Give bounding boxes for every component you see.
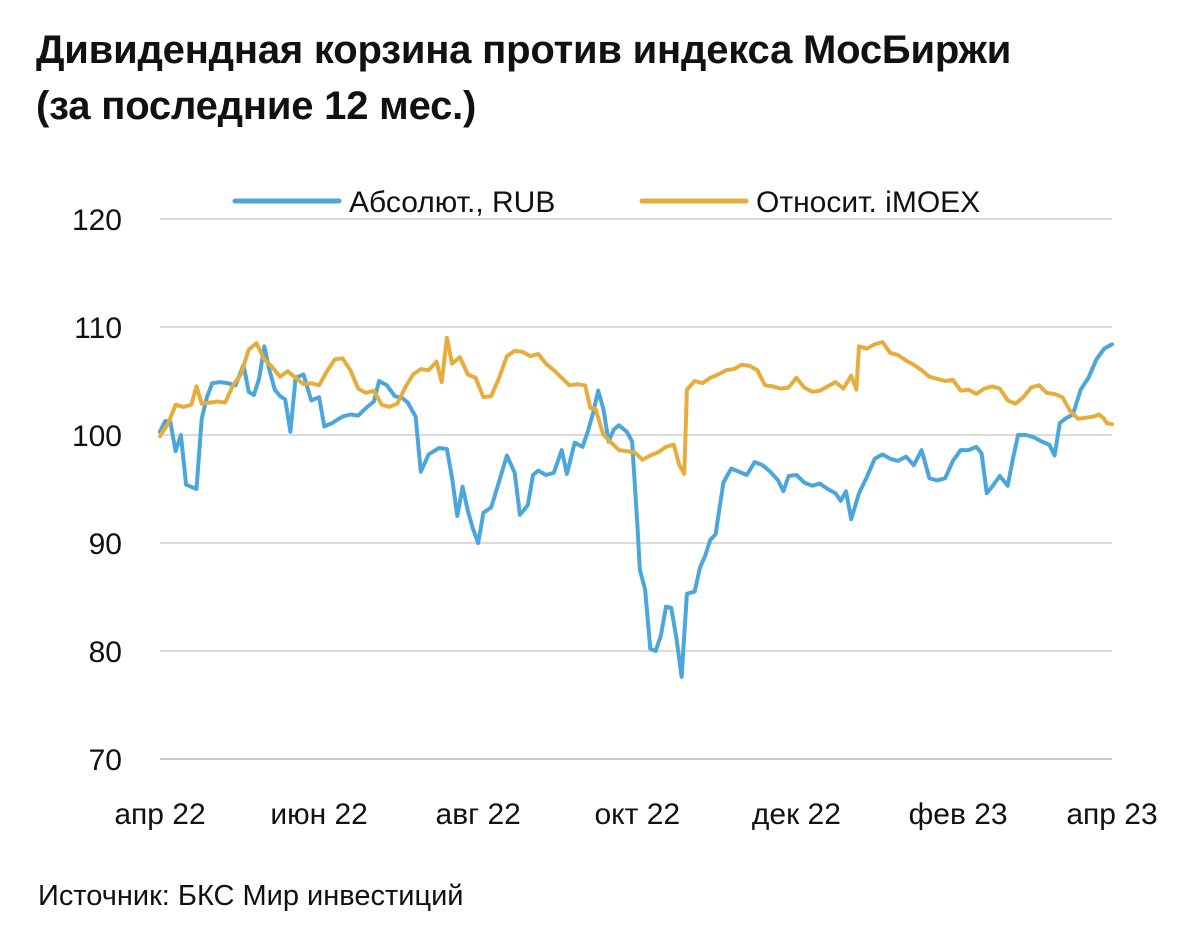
- series-line-1: [158, 342, 1114, 679]
- legend-label-2: Относит. iMOEX: [756, 186, 980, 219]
- chart-title-line-2: (за последние 12 мес.): [36, 84, 477, 128]
- series-line-2: [158, 335, 1114, 476]
- legend: Абсолют., RUB Относит. iMOEX: [232, 186, 980, 219]
- y-axis: 70 80 90 100 110 120: [72, 204, 122, 777]
- series-layer: [158, 335, 1114, 679]
- y-tick-label: 110: [74, 312, 122, 345]
- x-tick-label: авг 22: [436, 798, 521, 831]
- y-tick-label: 80: [89, 636, 122, 669]
- y-tick-label: 70: [89, 744, 122, 777]
- x-axis: апр 22 июн 22 авг 22 окт 22 дек 22 фев 23 апр …: [114, 798, 1157, 831]
- grid-layer: [160, 218, 1112, 760]
- line-chart: 70 80 90 100 110 120 апр 22 июн 22 авг 22 окт 22…: [72, 186, 1158, 831]
- y-tick-label: 90: [89, 528, 122, 561]
- x-tick-label: фев 23: [909, 798, 1008, 831]
- chart-title-line-1: Дивидендная корзина против индекса МосБи…: [36, 28, 1012, 72]
- y-tick-label: 100: [72, 420, 122, 453]
- x-tick-label: дек 22: [752, 798, 841, 831]
- x-tick-label: апр 22: [114, 798, 205, 831]
- x-tick-label: апр 23: [1066, 798, 1157, 831]
- chart-title: Дивидендная корзина против индекса МосБи…: [36, 22, 1176, 134]
- x-tick-label: окт 22: [595, 798, 681, 831]
- x-tick-label: июн 22: [270, 798, 368, 831]
- y-tick-label: 120: [72, 204, 122, 237]
- legend-label-1: Абсолют., RUB: [349, 186, 555, 219]
- source-note: Источник: БКС Мир инвестиций: [38, 880, 464, 912]
